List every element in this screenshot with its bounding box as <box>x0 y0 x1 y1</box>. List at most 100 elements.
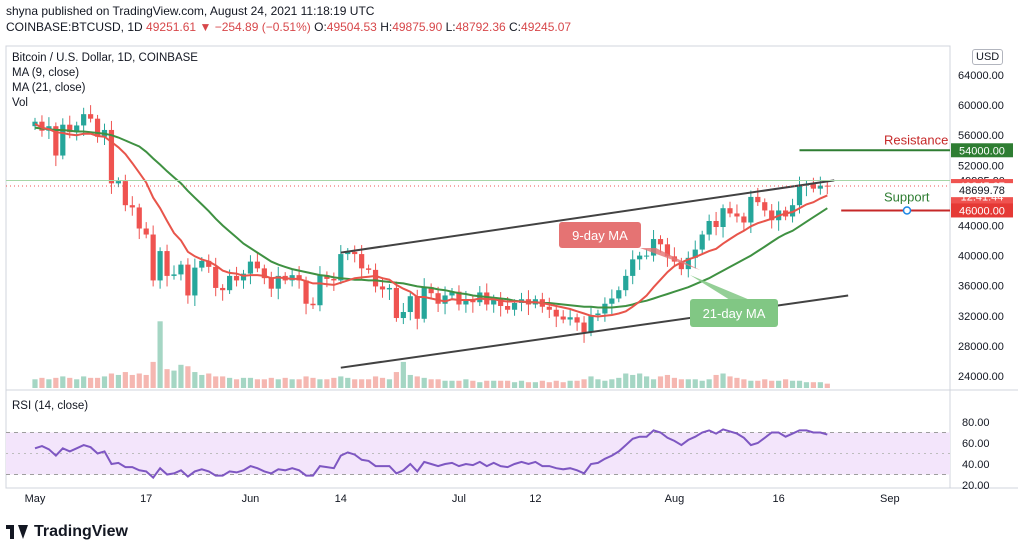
candle-body <box>678 261 684 270</box>
candle-body <box>303 280 309 304</box>
candle-body <box>157 251 163 281</box>
volume-bar <box>546 382 552 388</box>
volume-bar <box>400 361 406 388</box>
publisher-line: shyna published on TradingView.com, Augu… <box>6 4 375 18</box>
price-tag-label: 54000.00 <box>959 145 1005 157</box>
vol-legend[interactable]: Vol <box>12 97 28 109</box>
candle-body <box>435 293 441 304</box>
volume-bar <box>247 377 254 388</box>
rsi-legend[interactable]: RSI (14, close) <box>12 400 89 412</box>
candle-body <box>644 255 650 257</box>
candle-body <box>477 292 483 303</box>
volume-bar <box>484 380 490 388</box>
volume-bar <box>463 379 469 388</box>
low-value: 48792.36 <box>455 20 506 34</box>
ma9-legend[interactable]: MA (9, close) <box>12 67 80 79</box>
candle-body <box>741 216 747 223</box>
volume-bar <box>796 380 803 388</box>
volume-bar <box>206 373 212 388</box>
volume-bar <box>60 376 66 388</box>
low-label: L: <box>445 20 456 34</box>
volume-bar <box>240 377 247 388</box>
volume-bar <box>595 379 601 388</box>
volume-bar <box>407 374 413 388</box>
volume-bar <box>129 374 135 388</box>
open-value: 49504.53 <box>326 20 377 34</box>
volume-bar <box>671 377 677 388</box>
volume-bar <box>164 369 170 388</box>
volume-bar <box>498 380 504 388</box>
volume-bar <box>762 379 768 388</box>
candle-body <box>609 298 615 304</box>
volume-bar <box>94 377 101 388</box>
candle-body <box>616 290 622 299</box>
time-tick-label: Jun <box>242 493 260 505</box>
candle-body <box>762 202 768 211</box>
ohlc-line: COINBASE:BTCUSD, 1D 49251.61 ▼ −254.89 (… <box>6 20 571 34</box>
volume-bar <box>310 377 316 388</box>
volume-bar <box>581 379 587 388</box>
volume-bar <box>359 379 365 388</box>
candle-body <box>60 124 66 156</box>
volume-bar <box>449 380 455 388</box>
publish-info: shyna published on TradingView.com, Augu… <box>6 4 374 19</box>
volume-bar <box>442 380 448 388</box>
candle-body <box>67 124 73 133</box>
price-tick-label: 56000.00 <box>958 130 1004 142</box>
candle-body <box>449 291 455 296</box>
volume-bar <box>435 379 441 388</box>
rsi-tick-label: 60.00 <box>962 438 990 450</box>
volume-bar <box>630 374 636 388</box>
rsi-tick-label: 80.00 <box>962 417 990 429</box>
volume-bar <box>261 379 267 388</box>
volume-bar <box>296 379 302 388</box>
candle-body <box>136 207 142 229</box>
volume-bar <box>623 373 629 388</box>
open-label: O: <box>314 20 327 34</box>
volume-bar <box>268 377 274 388</box>
volume-bar <box>511 382 518 388</box>
ma21-callout-label: 21-day MA <box>703 306 766 321</box>
ma21-legend[interactable]: MA (21, close) <box>12 82 86 94</box>
candle-body <box>338 254 344 281</box>
candle-body <box>817 185 823 189</box>
candle-body <box>185 264 191 296</box>
candle-body <box>414 296 420 319</box>
volume-bar <box>664 374 671 388</box>
time-tick-label: 16 <box>773 493 785 505</box>
rsi-line <box>34 428 828 480</box>
volume-bar <box>39 377 45 388</box>
currency-button[interactable]: USD <box>972 49 1004 65</box>
candle-body <box>546 306 552 310</box>
volume-bar <box>289 379 295 388</box>
candle-body <box>150 234 156 281</box>
candle-body <box>192 267 198 296</box>
volume-bar <box>32 379 38 388</box>
candle-body <box>275 275 281 289</box>
ma21-callout-pointer <box>690 275 750 300</box>
volume-bar <box>150 361 156 388</box>
volume-bar <box>713 374 719 388</box>
down-arrow-icon: ▼ <box>199 20 212 34</box>
volume-bar <box>81 376 87 388</box>
volume-bar <box>185 366 191 388</box>
candle-body <box>199 260 205 268</box>
volume-bar <box>345 377 351 388</box>
volume-bar <box>115 374 121 388</box>
volume-bar <box>220 376 226 388</box>
rsi-band <box>6 432 950 475</box>
candle-body <box>94 118 101 137</box>
candle-body <box>664 244 671 257</box>
candle-body <box>122 181 128 206</box>
time-tick-label: 17 <box>140 493 152 505</box>
candle-body <box>567 317 573 320</box>
candle-body <box>379 286 386 290</box>
candle-body <box>366 268 372 270</box>
volume-bar <box>470 380 476 388</box>
volume-bar <box>824 383 830 388</box>
volume-bar <box>46 379 52 388</box>
candle-body <box>581 322 587 333</box>
volume-bar <box>477 382 483 388</box>
candle-body <box>602 303 608 314</box>
